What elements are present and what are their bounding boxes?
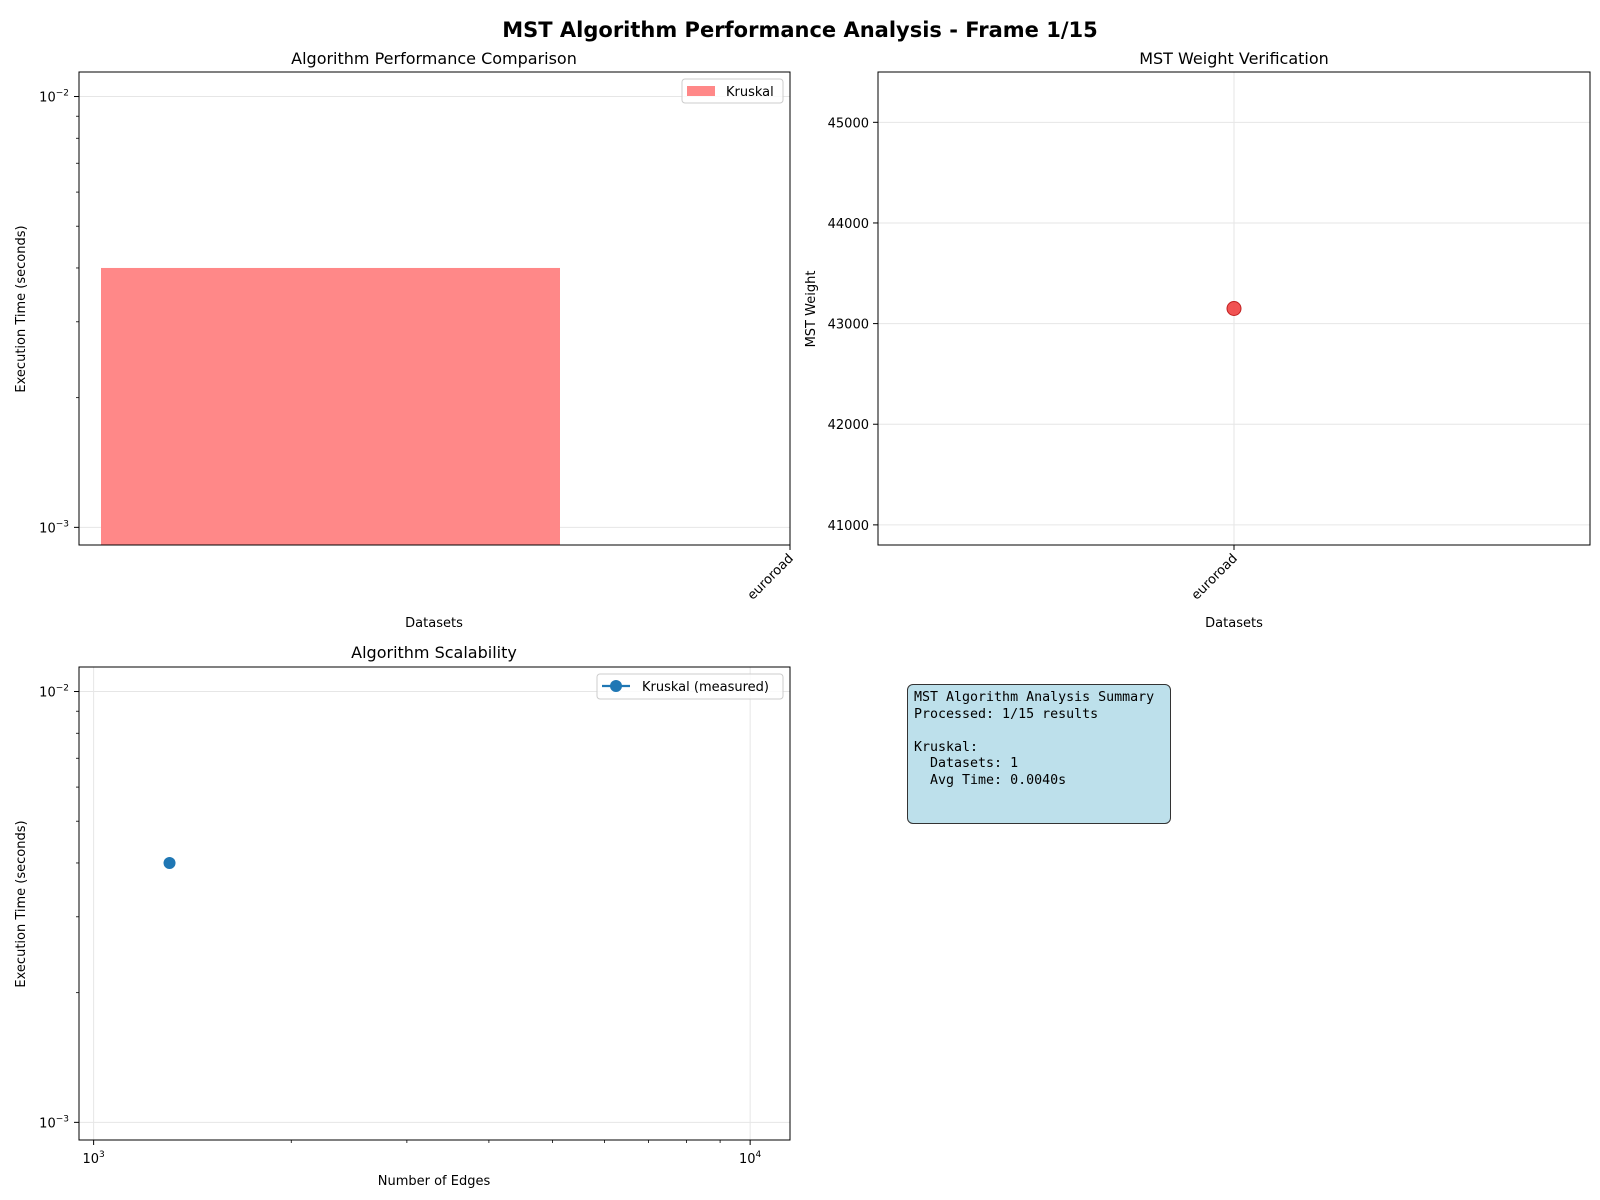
- scalability-chart-legend: Kruskal (measured): [596, 673, 784, 700]
- scalability-chart-xlabel: Number of Edges: [378, 1174, 491, 1189]
- summary-line: Avg Time: 0.0040s: [914, 772, 1067, 788]
- weight-chart-grid: [878, 72, 1590, 545]
- performance-chart-legend: Kruskal: [681, 78, 784, 104]
- x-tick-label: euroroad: [745, 551, 797, 603]
- x-tick-label: 103: [82, 1150, 104, 1167]
- performance-chart-bars: [101, 267, 560, 545]
- point-kruskal-measured: [163, 856, 176, 869]
- scalability-chart: Algorithm Scalability 10−3 10−2 103 104 Nu…: [14, 643, 791, 1189]
- x-tick-label: 104: [739, 1150, 762, 1167]
- performance-chart-x-axis: euroroad: [745, 545, 797, 603]
- y-tick-label: 42000: [828, 418, 869, 433]
- scalability-chart-ylabel: Execution Time (seconds): [14, 820, 29, 987]
- weight-chart-points: [1226, 301, 1242, 316]
- scalability-chart-frame: [78, 666, 791, 1141]
- y-tick-label: 44000: [828, 217, 869, 232]
- weight-chart-xlabel: Datasets: [1205, 616, 1263, 631]
- scalability-chart-title: Algorithm Scalability: [351, 643, 517, 662]
- figure-title: MST Algorithm Performance Analysis - Fra…: [502, 18, 1098, 42]
- point-euroroad-weight: [1226, 301, 1242, 316]
- y-tick-label: 41000: [828, 519, 869, 534]
- performance-chart: Algorithm Performance Comparison 10−310−…: [14, 49, 797, 631]
- weight-chart-y-axis: 41000 42000 43000 44000 45000: [828, 116, 878, 534]
- legend-label-kruskal: Kruskal: [726, 85, 774, 100]
- summary-line: Datasets: 1: [914, 756, 1019, 772]
- legend-label-kruskal-measured: Kruskal (measured): [642, 680, 769, 695]
- performance-chart-title: Algorithm Performance Comparison: [291, 49, 577, 68]
- y-tick-label: 10−3: [39, 519, 69, 536]
- summary-line: Kruskal:: [914, 739, 979, 755]
- weight-chart-ylabel: MST Weight: [804, 271, 819, 348]
- y-tick-label: 10−2: [39, 684, 69, 701]
- performance-chart-y-axis: 10−3 10−2: [39, 89, 79, 536]
- weight-chart: MST Weight Verification 4100042000430004…: [804, 49, 1591, 631]
- scalability-chart-y-axis: 10−3 10−2: [39, 684, 79, 1131]
- performance-chart-xlabel: Datasets: [405, 616, 463, 631]
- y-tick-label: 10−2: [39, 89, 69, 106]
- scalability-chart-points: [163, 856, 176, 869]
- scalability-chart-grid: [79, 667, 790, 1140]
- performance-chart-frame: [78, 71, 791, 546]
- y-tick-label: 43000: [828, 318, 869, 333]
- legend-swatch-kruskal: [687, 86, 715, 96]
- legend-marker-kruskal-measured: [610, 680, 622, 692]
- bar-kruskal-euroroad: [101, 267, 560, 545]
- weight-chart-title: MST Weight Verification: [1139, 49, 1329, 68]
- summary-line: Processed: 1/15 results: [914, 706, 1099, 722]
- weight-chart-x-axis: euroroad: [1189, 545, 1241, 603]
- x-tick-label: euroroad: [1189, 551, 1241, 603]
- y-tick-label: 10−3: [39, 1114, 69, 1131]
- summary-line: MST Algorithm Analysis Summary: [914, 690, 1155, 705]
- summary-box: MST Algorithm Analysis Summary Processed…: [907, 684, 1171, 824]
- summary-line: [914, 723, 1164, 740]
- performance-chart-ylabel: Execution Time (seconds): [14, 225, 29, 392]
- y-tick-label: 45000: [828, 116, 869, 131]
- scalability-chart-x-axis: 103 104: [82, 1140, 762, 1167]
